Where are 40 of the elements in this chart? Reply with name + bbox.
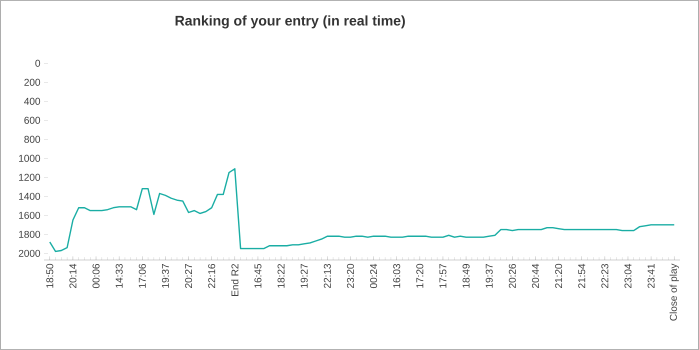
- chart-title: Ranking of your entry (in real time): [176, 15, 405, 28]
- y-tick-label: 0: [35, 60, 40, 67]
- y-tick-label: 600: [24, 116, 40, 124]
- y-tick-label: 800: [24, 136, 40, 143]
- x-tick-label: 23:41: [648, 264, 655, 288]
- x-tick-label: 18:49: [462, 264, 470, 288]
- x-tick-label: 19:27: [300, 264, 308, 288]
- x-tick-label: 20:14: [69, 264, 76, 288]
- x-tick-label: 22:16: [208, 264, 216, 288]
- x-tick-label: 16:45: [254, 264, 262, 288]
- x-tick-label: 16:03: [393, 264, 400, 288]
- y-tick-label: 1600: [19, 212, 40, 219]
- x-tick-label: 23:20: [346, 264, 354, 288]
- x-tick-label: 00:24: [370, 264, 378, 288]
- x-tick-label: Close of play: [670, 264, 679, 321]
- y-tick-label: 2000: [18, 250, 40, 257]
- x-tick-label: 19:37: [162, 264, 169, 288]
- x-tick-label: 20:44: [532, 264, 539, 288]
- y-tick-label: 1000: [19, 154, 40, 162]
- x-tick-label: 21:54: [578, 264, 586, 288]
- x-tick-label: 22:13: [324, 264, 331, 288]
- x-tick-label: 20:27: [185, 264, 192, 288]
- y-tick-label: 1800: [19, 230, 40, 238]
- x-tick-label: 21:20: [555, 264, 562, 288]
- x-tick-label: 22:23: [601, 264, 608, 288]
- x-tick-label: 17:06: [138, 264, 146, 288]
- x-tick-label: 17:57: [439, 264, 446, 288]
- x-tick-label: 20:26: [508, 264, 516, 288]
- y-tick-label: 1200: [19, 174, 40, 181]
- x-tick-label: 00:06: [92, 264, 100, 288]
- y-tick-label: 400: [24, 98, 40, 105]
- x-tick-label: End R2: [231, 264, 238, 296]
- x-tick-label: 18:50: [46, 264, 54, 288]
- x-tick-label: 19:37: [486, 264, 493, 288]
- y-tick-label: 1400: [19, 192, 40, 200]
- x-tick-label: 23:04: [624, 264, 632, 288]
- x-tick-label: 18:22: [278, 264, 285, 288]
- x-tick-label: 14:33: [116, 264, 123, 288]
- x-tick-label: 17:20: [416, 264, 424, 288]
- y-tick-label: 200: [24, 78, 40, 86]
